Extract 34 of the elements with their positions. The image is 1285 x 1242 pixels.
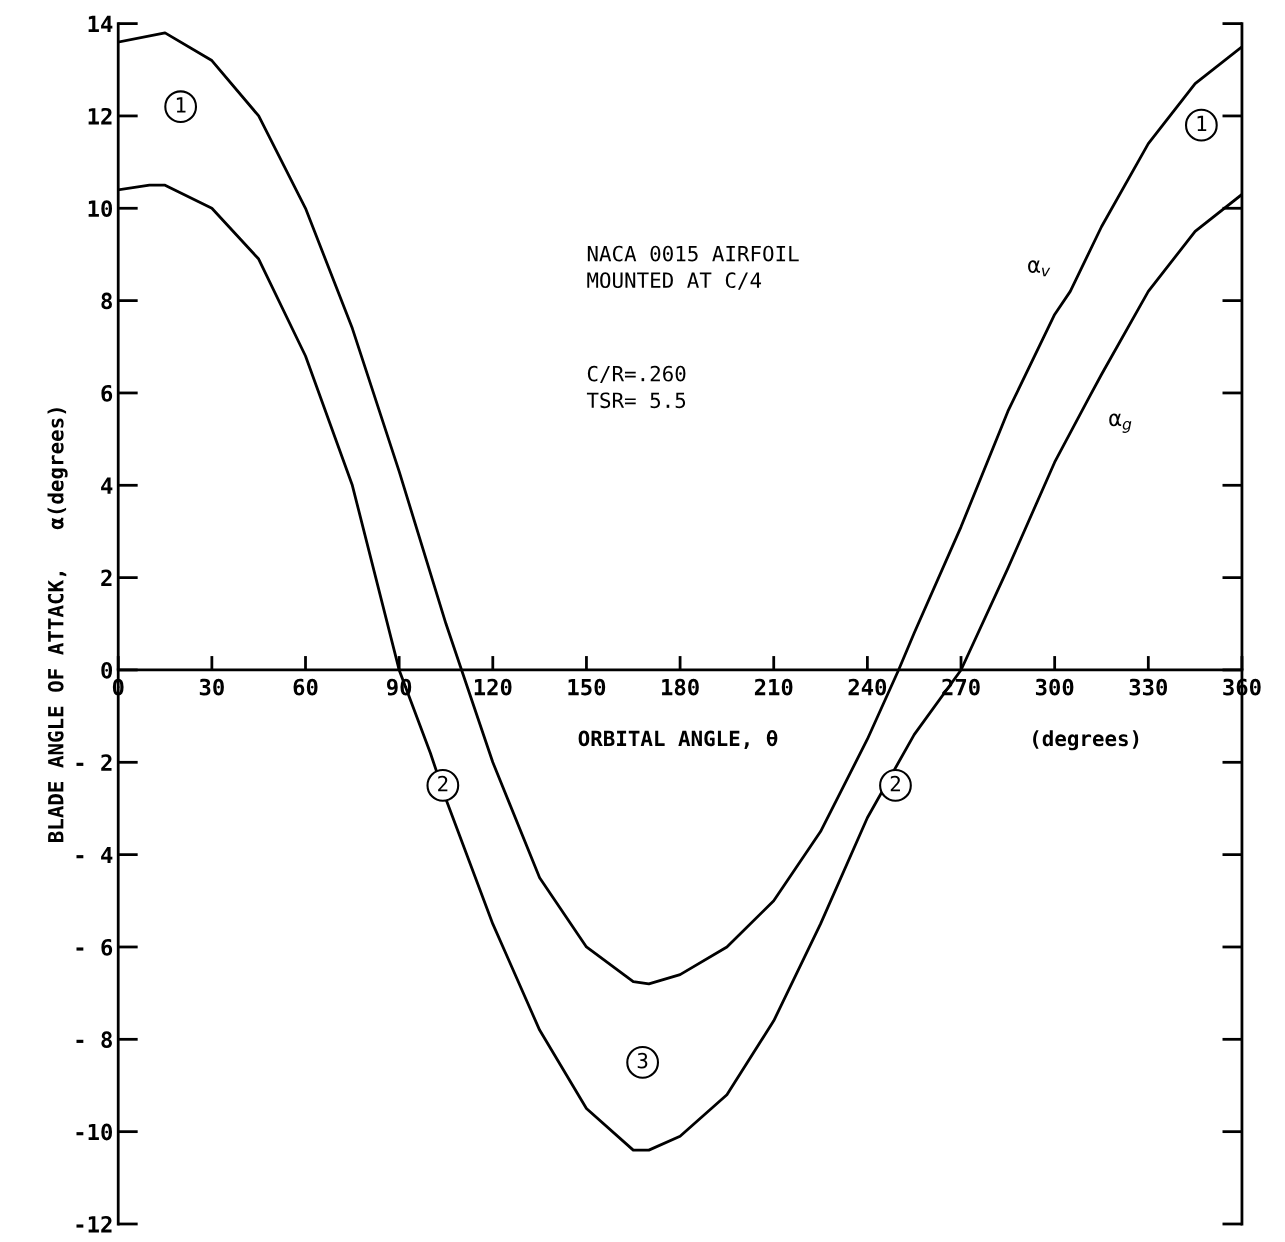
y-tick-label: 0 [101,661,113,679]
y-tick-label: 14 [88,15,113,33]
y-tick-label: 12 [88,107,112,125]
y-axis-title: BLADE ANGLE OF ATTACK, α(degrees) [47,408,68,843]
x-tick-label: 180 [662,678,699,696]
x-tick-label: 120 [474,678,512,696]
x-tick-label: 330 [1129,678,1168,696]
annotation: 1 [176,97,186,113]
annotation: 2 [438,775,448,792]
y-tick-label: - 6 [76,938,113,956]
y-tick-label: 4 [101,477,113,494]
x-tick-label: 210 [754,678,793,696]
y-tick-label: - 8 [76,1031,112,1049]
y-tick-label: - 2 [76,754,112,771]
annotation: 1 [1197,115,1207,131]
annotation: NACA 0015 AIRFOIL MOUNTED AT C/4 [587,245,799,290]
x-axis-title: ORBITAL ANGLE, θ (degrees) [578,729,1139,751]
y-tick-label: 6 [101,384,113,402]
annotation: 3 [637,1052,648,1069]
y-tick-label: -12 [76,1215,112,1233]
x-tick-label: 240 [848,678,887,696]
x-tick-label: 300 [1035,678,1074,696]
annotation: 2 [890,775,900,792]
x-tick-label: 30 [199,678,224,696]
y-tick-label: 8 [101,292,112,310]
series-label: α$_{v}$ [1028,260,1051,277]
y-tick-label: 10 [88,200,113,218]
x-tick-label: 60 [293,678,318,696]
x-tick-label: 150 [568,678,606,696]
y-tick-label: - 4 [76,846,113,864]
y-tick-label: 2 [101,569,112,587]
annotation: C/R=.260 TSR= 5.5 [586,365,686,409]
series-label: α$_{g}$ [1109,413,1132,433]
y-tick-label: -10 [76,1123,113,1141]
